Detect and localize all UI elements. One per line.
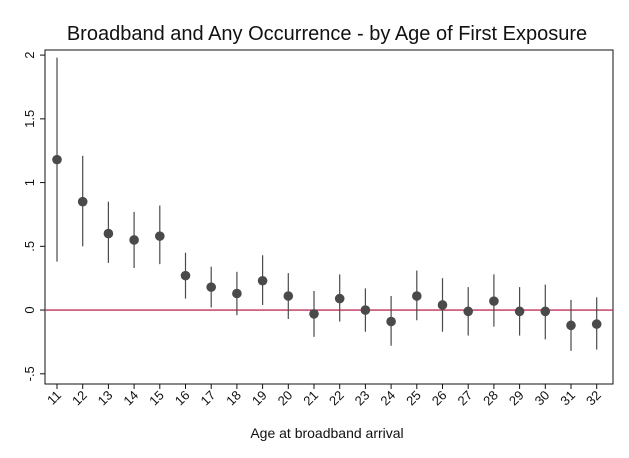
x-tick-label: 22: [326, 388, 347, 409]
y-tick-label: 1.5: [22, 110, 37, 128]
x-tick-label: 20: [275, 388, 296, 409]
data-point: [360, 305, 371, 315]
chart-title: Broadband and Any Occurrence - by Age of…: [67, 23, 587, 45]
data-point: [386, 316, 396, 327]
x-tick-label: 21: [300, 388, 321, 409]
x-tick-label: 24: [377, 388, 398, 409]
y-tick-label: 0: [22, 306, 37, 313]
data-point: [412, 291, 422, 301]
data-point: [437, 300, 448, 310]
x-tick-label: 27: [454, 388, 475, 409]
y-tick-label: -.5: [22, 366, 37, 381]
x-tick-label: 32: [583, 388, 604, 409]
x-tick-label: 29: [506, 388, 527, 409]
x-tick-label: 13: [95, 388, 116, 409]
x-tick-label: 30: [532, 388, 553, 409]
data-point: [257, 275, 268, 286]
x-tick-label: 26: [429, 388, 450, 409]
y-tick-label: 2: [22, 51, 37, 58]
data-point: [489, 296, 499, 306]
x-tick-label: 12: [69, 388, 90, 409]
data-point: [103, 228, 114, 239]
data-point: [566, 320, 576, 331]
data-point: [591, 319, 602, 329]
x-tick-label: 16: [172, 388, 193, 409]
plot-frame: [44, 49, 614, 385]
data-point: [129, 235, 139, 245]
data-point: [232, 288, 242, 299]
data-point: [52, 154, 62, 165]
x-tick-label: 15: [146, 388, 167, 409]
data-point: [309, 309, 319, 319]
x-tick-label: 28: [480, 388, 501, 409]
data-point: [463, 306, 474, 317]
data-point: [514, 306, 525, 317]
x-tick-label: 14: [120, 388, 141, 409]
x-axis-label: Age at broadband arrival: [250, 425, 403, 441]
x-tick-label: 25: [403, 388, 424, 409]
x-tick-label: 11: [44, 388, 64, 408]
data-point: [155, 231, 165, 241]
y-tick-label: .5: [22, 241, 37, 252]
data-point: [540, 306, 551, 317]
data-point: [180, 270, 191, 281]
x-tick-label: 23: [352, 388, 373, 409]
data-point: [206, 282, 216, 292]
data-point: [334, 293, 345, 304]
x-tick-label: 18: [223, 388, 244, 409]
data-point: [283, 291, 294, 301]
x-tick-label: 31: [557, 388, 578, 409]
data-point: [77, 196, 88, 207]
y-tick-label: 1: [22, 179, 37, 186]
x-tick-label: 17: [197, 388, 218, 409]
x-tick-label: 19: [249, 388, 270, 409]
